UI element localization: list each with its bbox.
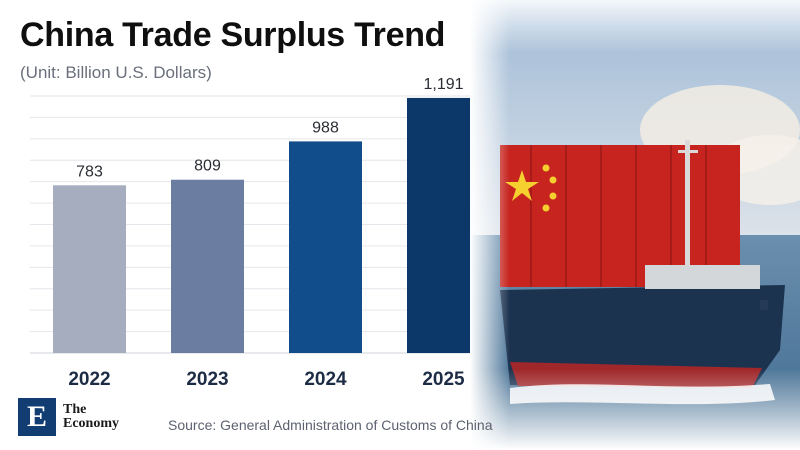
bar-2025 <box>407 97 480 354</box>
value-label-2022: 783 <box>76 163 103 180</box>
logo-line-1: The <box>63 402 87 417</box>
bar-2023 <box>171 179 244 353</box>
x-tick-label-2024: 2024 <box>304 369 347 390</box>
value-label-2025: 1,191 <box>423 76 463 93</box>
value-label-2023: 809 <box>194 158 221 175</box>
value-label-2024: 988 <box>312 119 339 136</box>
source-note: Source: General Administration of Custom… <box>168 417 493 433</box>
cargo-ship-photo <box>470 0 800 450</box>
the-economy-logo-mark: E <box>18 398 56 436</box>
x-tick-label-2022: 2022 <box>68 369 110 390</box>
x-tick-label-2023: 2023 <box>186 369 228 390</box>
x-tick-label-2025: 2025 <box>422 369 465 390</box>
chart-title: China Trade Surplus Trend <box>20 16 446 54</box>
logo-line-2: Economy <box>63 416 119 431</box>
bar-chart: 783 2022 809 2023 988 2024 1,191 2025 <box>30 76 480 390</box>
bar-2024 <box>289 141 362 353</box>
the-economy-logo-text: The Economy <box>63 403 119 431</box>
bar-2022 <box>53 185 126 353</box>
chart-subtitle: (Unit: Billion U.S. Dollars) <box>20 63 212 82</box>
